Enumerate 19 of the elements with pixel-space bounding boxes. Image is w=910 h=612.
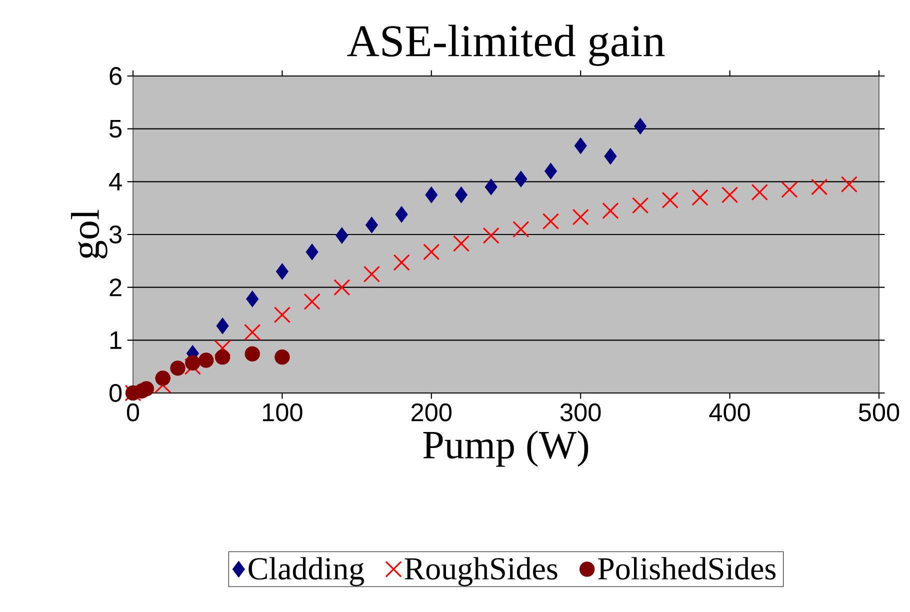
y-tick-label: 1 — [110, 331, 122, 349]
legend-label: RoughSides — [404, 557, 558, 586]
y-tick-label: 4 — [109, 172, 122, 190]
legend-label: Cladding — [248, 557, 364, 586]
y-axis-title: gol — [70, 210, 108, 258]
y-tick-label: 5 — [110, 120, 122, 138]
x-tick-label: 400 — [709, 403, 750, 422]
x-tick-label: 500 — [858, 403, 900, 422]
legend-label: PolishedSides — [598, 557, 776, 580]
y-tick-label: 6 — [110, 67, 122, 85]
x-tick-label: 0 — [126, 403, 140, 422]
chart-title: ASE-limited gain — [347, 24, 665, 66]
x-tick-label: 300 — [560, 403, 601, 422]
y-tick-label: 3 — [109, 226, 122, 244]
x-tick-label: 100 — [262, 403, 302, 422]
x-axis-title: Pump (W) — [423, 430, 588, 467]
y-tick-label: 2 — [110, 278, 122, 296]
y-tick-label: 0 — [109, 384, 122, 402]
x-tick-label: 200 — [412, 403, 452, 422]
